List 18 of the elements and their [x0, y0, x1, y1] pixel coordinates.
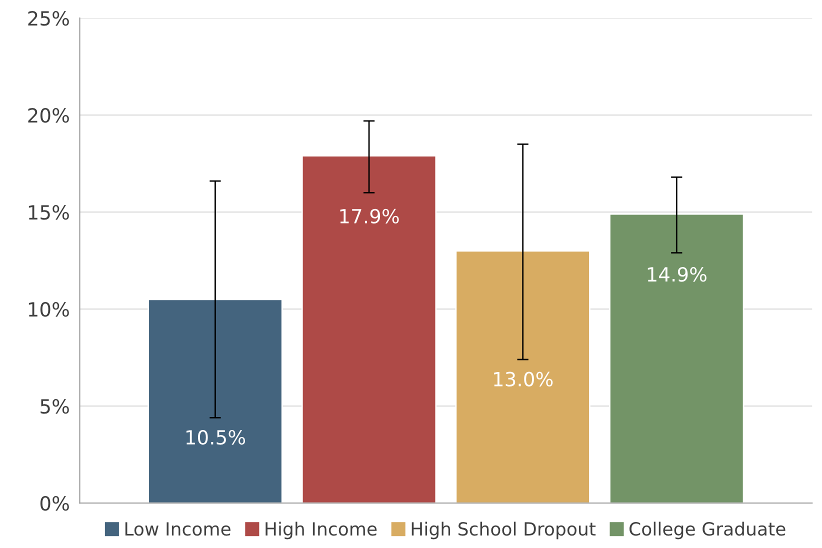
- legend-label: High School Dropout: [412, 522, 596, 540]
- legend-label: College Graduate: [630, 522, 786, 540]
- y-tick-label: 10%: [28, 302, 69, 317]
- legend-label: Low Income: [125, 522, 230, 536]
- y-tick-label: 25%: [28, 11, 69, 26]
- y-tick-label: 15%: [28, 205, 69, 220]
- data-label: 14.9%: [648, 267, 706, 282]
- y-tick-label: 20%: [28, 108, 69, 123]
- data-label: 10.5%: [186, 430, 246, 445]
- legend-label: High Income: [266, 522, 377, 540]
- bar: [609, 213, 744, 504]
- bar: [455, 250, 590, 504]
- bar: [148, 298, 283, 504]
- data-label: 17.9%: [340, 208, 399, 224]
- y-tick-label: 5%: [40, 399, 69, 414]
- y-tick-label: 0%: [40, 496, 69, 511]
- bar: [301, 155, 437, 504]
- data-label: 13.0%: [494, 372, 553, 386]
